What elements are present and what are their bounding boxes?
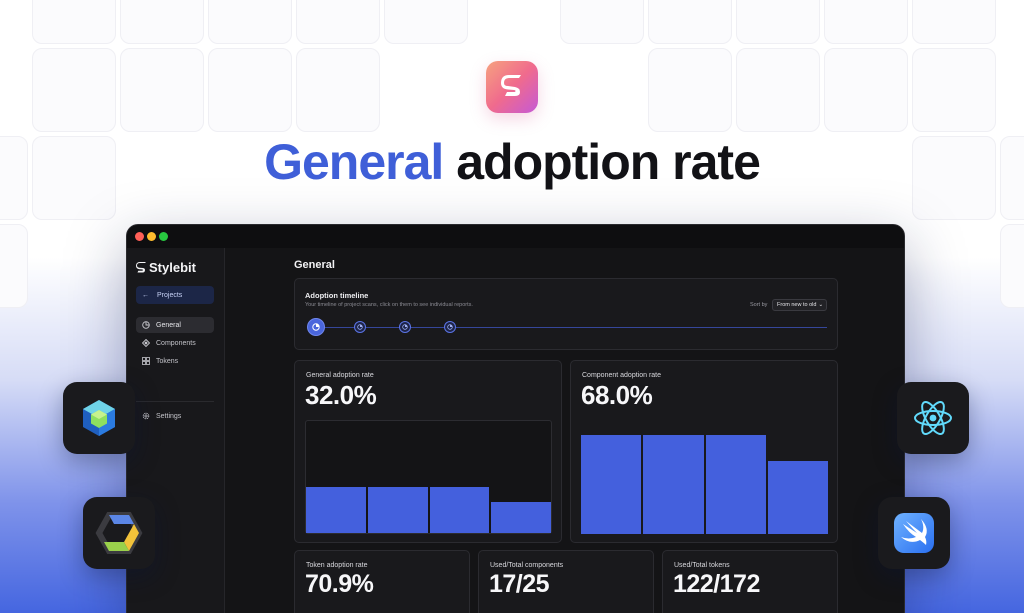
sidebar-item-label: Tokens xyxy=(156,357,179,365)
used-components-value: 17/25 xyxy=(489,570,550,598)
projects-button-label: Projects xyxy=(157,291,183,299)
react-icon xyxy=(914,401,952,435)
kotlin-multiplatform-tile xyxy=(83,497,155,569)
window-titlebar xyxy=(127,225,904,248)
timeline-scan-node[interactable] xyxy=(444,321,456,333)
token-adoption-label: Token adoption rate xyxy=(306,562,368,569)
timeline-title: Adoption timeline xyxy=(305,291,369,300)
sidebar-item-label: General xyxy=(156,321,181,329)
headline-rest: adoption rate xyxy=(456,134,761,190)
used-tokens-card: Used/Total tokens 122/172 xyxy=(662,550,838,613)
chart-bar[interactable] xyxy=(767,461,828,534)
sort-label: Sort by xyxy=(750,302,768,308)
chart-bar[interactable] xyxy=(429,487,490,533)
component-adoption-value: 68.0% xyxy=(581,380,653,410)
page-title: General xyxy=(294,259,335,271)
adoption-timeline-card: Adoption timeline Your timeline of proje… xyxy=(294,278,838,350)
brand-name: Stylebit xyxy=(149,260,196,275)
main-content: General Adoption timeline Your timeline … xyxy=(225,248,904,613)
chevron-down-icon: ⌄ xyxy=(818,302,824,308)
sidebar-item-label: Components xyxy=(156,339,196,347)
timeline-line xyxy=(315,327,827,328)
used-tokens-value: 122/172 xyxy=(673,570,760,598)
general-adoption-label: General adoption rate xyxy=(306,372,374,379)
chart-bar[interactable] xyxy=(705,435,766,534)
sidebar-divider xyxy=(136,401,214,402)
pie-chart-icon xyxy=(447,324,453,330)
pie-chart-icon xyxy=(142,321,150,329)
used-tokens-label: Used/Total tokens xyxy=(674,562,730,569)
jetpack-compose-tile xyxy=(63,382,135,454)
grid-icon xyxy=(142,357,150,365)
sort-select[interactable]: From new to old ⌄ xyxy=(772,299,827,311)
timeline-subtitle: Your timeline of project scans, click on… xyxy=(305,302,473,308)
sidebar-item-settings[interactable]: Settings xyxy=(136,408,214,424)
pie-chart-icon xyxy=(402,324,408,330)
maximize-window-button[interactable] xyxy=(159,232,168,241)
brand[interactable]: Stylebit xyxy=(136,260,196,275)
general-adoption-chart xyxy=(305,420,552,534)
general-adoption-value: 32.0% xyxy=(305,380,377,410)
chart-bar[interactable] xyxy=(581,435,642,534)
swift-tile xyxy=(878,497,950,569)
arrow-left-icon: ← xyxy=(142,291,149,299)
sidebar-item-components[interactable]: Components xyxy=(136,335,214,351)
app-window: Stylebit ← Projects General Components xyxy=(126,224,905,613)
gear-icon xyxy=(142,412,150,420)
close-window-button[interactable] xyxy=(135,232,144,241)
chart-bar[interactable] xyxy=(306,487,366,533)
headline: General adoption rate xyxy=(0,133,1024,191)
token-adoption-value: 70.9% xyxy=(305,570,374,598)
token-adoption-card: Token adoption rate 70.9% xyxy=(294,550,470,613)
chart-bar[interactable] xyxy=(643,435,704,534)
pie-chart-icon xyxy=(312,323,320,331)
headline-accent: General xyxy=(264,134,444,190)
chart-bar[interactable] xyxy=(367,487,428,533)
chart-bar[interactable] xyxy=(491,502,551,533)
react-tile xyxy=(897,382,969,454)
minimize-window-button[interactable] xyxy=(147,232,156,241)
timeline-scan-node[interactable] xyxy=(354,321,366,333)
sidebar-item-general[interactable]: General xyxy=(136,317,214,333)
timeline-scan-node[interactable] xyxy=(307,318,325,336)
component-adoption-card: Component adoption rate 68.0% xyxy=(570,360,838,543)
swift-icon xyxy=(894,513,934,553)
diamond-icon xyxy=(142,339,150,347)
pie-chart-icon xyxy=(357,324,363,330)
component-adoption-chart xyxy=(581,420,828,534)
projects-button[interactable]: ← Projects xyxy=(136,286,214,304)
general-adoption-card: General adoption rate 32.0% xyxy=(294,360,562,543)
multiplatform-icon xyxy=(95,512,143,554)
sort-select-value: From new to old xyxy=(777,302,817,308)
sidebar-item-label: Settings xyxy=(156,412,182,420)
component-adoption-label: Component adoption rate xyxy=(582,372,661,379)
sidebar-item-tokens[interactable]: Tokens xyxy=(136,353,214,369)
stylebit-logo xyxy=(486,61,538,113)
stylebit-mark-icon xyxy=(136,261,146,272)
jetpack-compose-icon xyxy=(83,400,115,436)
used-components-label: Used/Total components xyxy=(490,562,564,569)
used-components-card: Used/Total components 17/25 xyxy=(478,550,654,613)
timeline-scan-node[interactable] xyxy=(399,321,411,333)
